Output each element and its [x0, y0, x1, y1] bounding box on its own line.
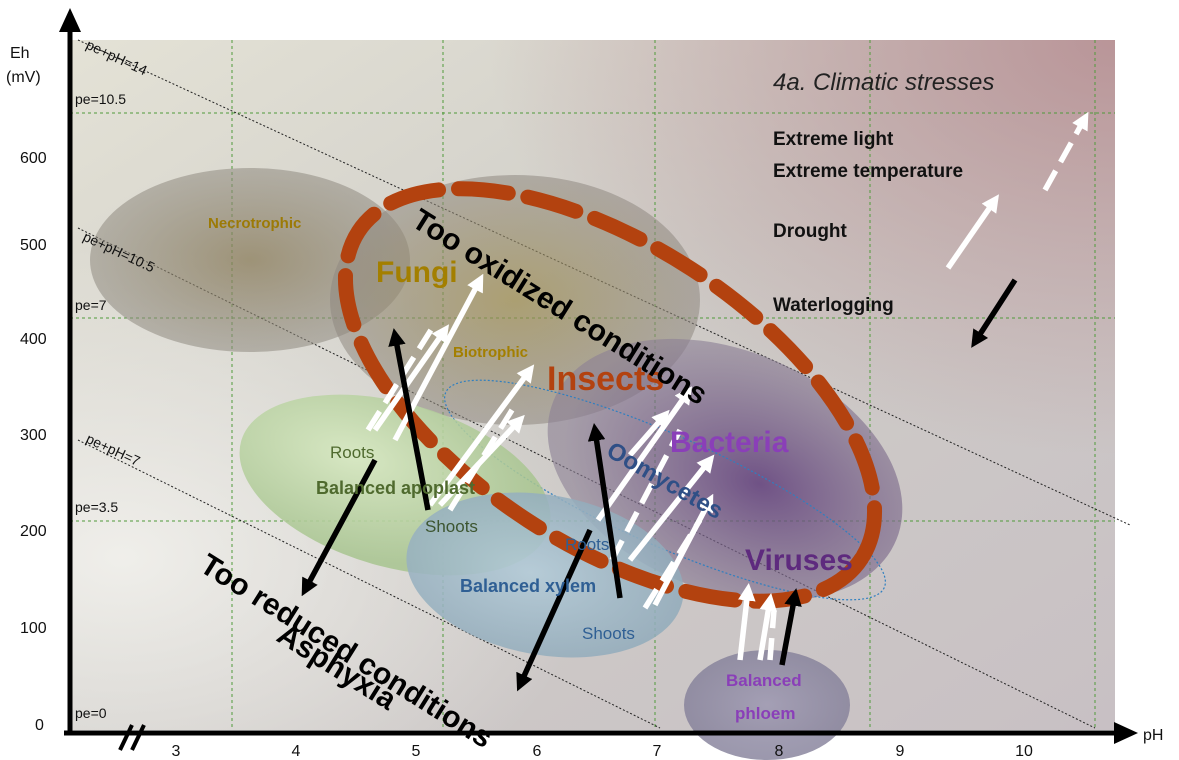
insects-label: Insects [547, 360, 664, 398]
y-tick: 400 [20, 331, 47, 348]
pe-10-5-label: pe=10.5 [75, 91, 126, 107]
legend-extreme-light: Extreme light [773, 129, 894, 150]
y-tick: 600 [20, 150, 47, 167]
x-tick: 5 [412, 743, 421, 760]
y-axis-arrowhead [59, 8, 81, 32]
apoplast-shoots-label: Shoots [425, 517, 478, 536]
y-tick: 200 [20, 523, 47, 540]
phloem-label-line2: phloem [735, 704, 795, 723]
pe-0-label: pe=0 [75, 705, 107, 721]
y-axis-unit: (mV) [6, 69, 41, 86]
legend-waterlogging: Waterlogging [773, 295, 894, 316]
apoplast-roots-label: Roots [330, 443, 374, 462]
pe-3-5-label: pe=3.5 [75, 499, 118, 515]
bacteria-label: Bacteria [670, 426, 789, 459]
phloem-label-line1: Balanced [726, 671, 802, 690]
x-tick-labels: 3 4 5 6 7 8 9 10 [172, 743, 1033, 760]
legend-extreme-temperature: Extreme temperature [773, 161, 963, 182]
necrotrophic-region [90, 168, 410, 352]
biotrophic-label: Biotrophic [453, 344, 528, 361]
fungi-label: Fungi [376, 256, 458, 289]
y-tick: 100 [20, 620, 47, 637]
diagram-title: 4a. Climatic stresses [773, 69, 994, 96]
x-axis-arrowhead [1114, 722, 1138, 744]
x-tick: 7 [653, 743, 662, 760]
x-tick: 6 [533, 743, 542, 760]
xylem-label: Balanced xylem [460, 576, 596, 596]
x-tick: 4 [292, 743, 301, 760]
line-pe-ph-7 [77, 439, 661, 729]
y-tick: 0 [35, 717, 44, 734]
x-tick: 10 [1015, 743, 1033, 760]
xylem-region [406, 492, 684, 658]
y-tick: 300 [20, 427, 47, 444]
axis-break-icon [118, 724, 146, 751]
stress-legend: Extreme light Extreme temperature Drough… [773, 129, 963, 316]
legend-drought: Drought [773, 221, 848, 242]
x-tick: 8 [775, 743, 784, 760]
oomycetes-region [444, 379, 886, 601]
line-pe-ph-14 [77, 39, 1131, 526]
y-tick-labels: 0 100 200 300 400 500 600 [20, 150, 47, 734]
pe-7-label: pe=7 [75, 297, 107, 313]
black-arrows [301, 278, 1018, 692]
white-dashed-arrow-bodies [365, 320, 777, 661]
x-axis-label: pH [1143, 727, 1163, 744]
x-tick: 9 [896, 743, 905, 760]
x-tick: 3 [172, 743, 181, 760]
xylem-shoots-label: Shoots [582, 624, 635, 643]
axis-labels: Eh (mV) pH [6, 45, 1163, 744]
white-arrows [372, 111, 1089, 661]
xylem-roots-label: Roots [565, 535, 609, 554]
y-tick: 500 [20, 237, 47, 254]
y-axis-label: Eh [10, 45, 30, 62]
too-oxidized-ring [337, 181, 883, 609]
axes [64, 30, 1120, 736]
apoplast-label: Balanced apoplast [316, 478, 475, 498]
necrotrophic-label: Necrotrophic [208, 215, 301, 232]
viruses-label: Viruses [745, 544, 853, 577]
